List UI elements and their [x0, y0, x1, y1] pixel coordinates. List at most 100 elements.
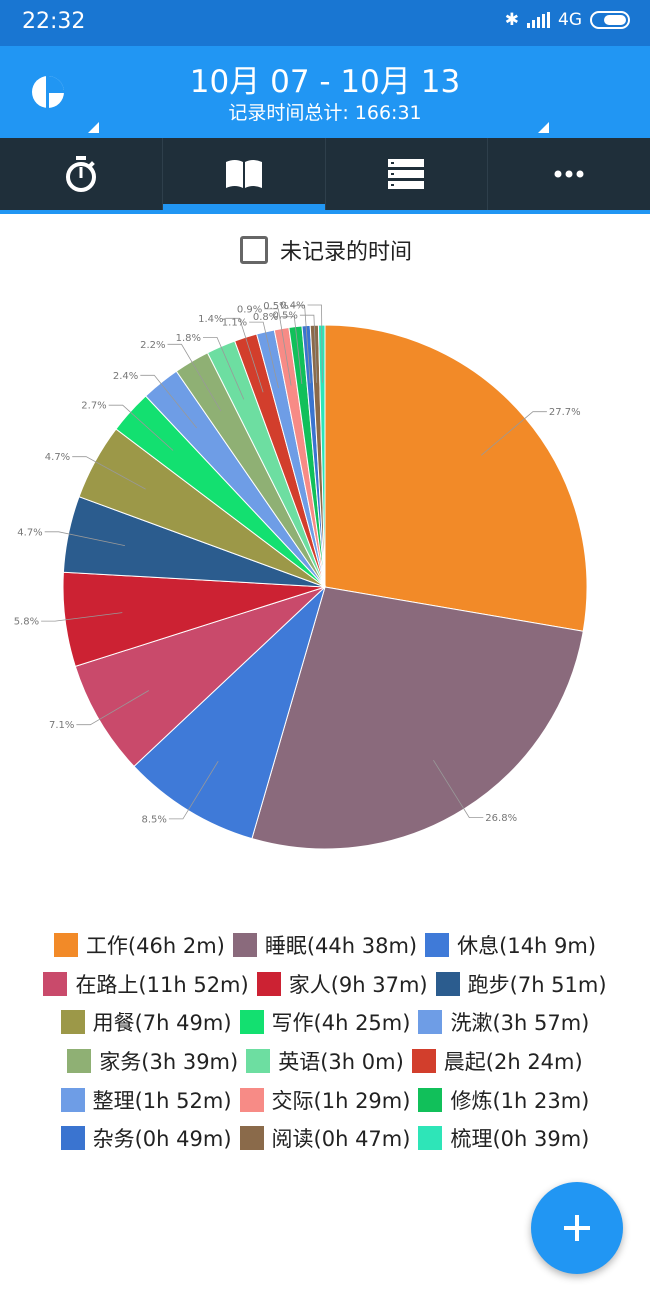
slice-percent-label: 2.7% [81, 401, 106, 412]
legend-label: 梳理(0h 39m) [450, 1127, 590, 1152]
legend-swatch [239, 1126, 264, 1151]
slice-percent-label: 2.2% [140, 340, 165, 351]
network-type: 4G [558, 10, 582, 30]
legend-swatch [256, 971, 281, 996]
legend-label: 工作(46h 2m) [85, 934, 225, 959]
legend-swatch [67, 1049, 92, 1074]
app-header: 10月 07 - 10月 13 记录时间总计: 166:31 [0, 46, 650, 138]
legend-item[interactable]: 晨起(2h 24m) [411, 1046, 583, 1076]
slice-leader-line [433, 759, 484, 818]
legend-label: 修炼(1h 23m) [450, 1088, 590, 1113]
slice-leader-line [225, 317, 264, 393]
legend-swatch [53, 933, 78, 958]
stopwatch-icon [65, 156, 96, 192]
legend-swatch [418, 1126, 443, 1151]
legend-swatch [60, 1087, 85, 1112]
slice-percent-label: 4.7% [45, 452, 70, 463]
add-record-button[interactable] [531, 1182, 623, 1274]
slice-leader-line [290, 305, 311, 384]
date-corner-indicator [538, 122, 549, 133]
unrecorded-time-checkbox[interactable] [240, 236, 268, 264]
slice-percent-label: 5.8% [14, 617, 39, 628]
legend-row: 工作(46h 2m) 睡眠(44h 38m) 休息(14h 9m) [0, 926, 650, 965]
legend-item[interactable]: 休息(14h 9m) [425, 930, 596, 960]
tab-underline [0, 210, 650, 214]
legend-item[interactable]: 写作(4h 25m) [239, 1007, 410, 1037]
legend-item[interactable]: 阅读(0h 47m) [239, 1123, 411, 1153]
legend-item[interactable]: 交际(1h 29m) [239, 1085, 411, 1115]
legend-swatch [411, 1049, 436, 1074]
slice-percent-label: 26.8% [485, 813, 517, 824]
legend-row: 杂务(0h 49m) 阅读(0h 47m) 梳理(0h 39m) [0, 1119, 650, 1158]
legend-row: 家务(3h 39m) 英语(3h 0m) 晨起(2h 24m) [0, 1042, 650, 1081]
slice-percent-label: 4.7% [17, 527, 42, 538]
battery-icon [590, 11, 630, 29]
slice-leader-line [280, 316, 303, 384]
slice-leader-line [76, 690, 150, 726]
legend-item[interactable]: 跑步(7h 51m) [435, 969, 607, 999]
legend-label: 用餐(7h 49m) [92, 1011, 232, 1036]
slice-leader-line [264, 308, 292, 386]
date-range[interactable]: 10月 07 - 10月 13 [189, 64, 461, 100]
slice-percent-label: 1.8% [176, 333, 201, 344]
legend-label: 杂务(0h 49m) [92, 1127, 232, 1152]
legend-label: 阅读(0h 47m) [271, 1127, 411, 1152]
legend-label: 在路上(11h 52m) [75, 972, 249, 997]
legend-item[interactable]: 梳理(0h 39m) [418, 1123, 589, 1153]
unrecorded-time-toggle[interactable]: 未记录的时间 [240, 234, 412, 266]
more-icon [554, 170, 584, 178]
legend-swatch [435, 971, 460, 996]
legend-item[interactable]: 睡眠(44h 38m) [232, 930, 417, 960]
bluetooth-icon: ✱ [504, 10, 519, 30]
total-recorded-time: 记录时间总计: 166:31 [228, 102, 422, 124]
legend-row: 在路上(11h 52m) 家人(9h 37m) 跑步(7h 51m) [0, 965, 650, 1004]
unrecorded-time-label: 未记录的时间 [280, 240, 413, 265]
slice-leader-line [44, 531, 125, 546]
legend-swatch [232, 933, 257, 958]
pie-slice[interactable] [324, 324, 588, 632]
legend-swatch [418, 1010, 443, 1035]
tab-timer[interactable] [0, 138, 163, 210]
slice-leader-line [203, 337, 245, 400]
legend-label: 整理(1h 52m) [92, 1088, 232, 1113]
book-icon [225, 160, 262, 188]
legend-label: 休息(14h 9m) [457, 934, 597, 959]
legend-item[interactable]: 整理(1h 52m) [60, 1085, 232, 1115]
plus-icon [564, 1215, 590, 1241]
legend-label: 家人(9h 37m) [288, 972, 428, 997]
legend-item[interactable]: 英语(3h 0m) [246, 1046, 404, 1076]
legend-item[interactable]: 在路上(11h 52m) [43, 969, 249, 999]
slice-percent-label: 0.5% [272, 311, 297, 322]
time-distribution-pie-chart[interactable]: 27.7% 26.8% 8.5% 7.1% 5.8% 4.7% 4.7% 2.7% 2.4% 2.… [0, 280, 650, 880]
legend-label: 英语(3h 0m) [278, 1050, 404, 1075]
slice-leader-line [168, 760, 219, 820]
legend-item[interactable]: 家人(9h 37m) [256, 969, 428, 999]
tab-more[interactable] [488, 138, 650, 210]
legend-label: 洗漱(3h 57m) [450, 1011, 590, 1036]
tab-records[interactable] [162, 138, 326, 210]
slice-leader-line [167, 343, 222, 412]
slice-percent-label: 7.1% [49, 720, 74, 731]
legend-item[interactable]: 工作(46h 2m) [53, 930, 225, 960]
legend-item[interactable]: 杂务(0h 49m) [60, 1123, 232, 1153]
app-logo-icon[interactable] [30, 74, 66, 110]
legend-row: 用餐(7h 49m) 写作(4h 25m) 洗漱(3h 57m) [0, 1003, 650, 1042]
legend-swatch [418, 1087, 443, 1112]
tab-bar [0, 138, 650, 210]
slice-percent-label: 1.1% [222, 318, 247, 329]
slice-percent-label: 0.4% [280, 301, 305, 312]
legend-swatch [60, 1010, 85, 1035]
signal-icon [527, 12, 550, 28]
tab-list[interactable] [326, 138, 489, 210]
status-icons: ✱ 4G [505, 10, 630, 30]
slice-leader-line [108, 404, 174, 451]
legend-item[interactable]: 修炼(1h 23m) [418, 1085, 589, 1115]
legend-label: 交际(1h 29m) [271, 1088, 411, 1113]
legend-item[interactable]: 家务(3h 39m) [67, 1046, 238, 1076]
legend-item[interactable]: 洗漱(3h 57m) [418, 1007, 589, 1037]
legend-item[interactable]: 用餐(7h 49m) [60, 1007, 232, 1037]
legend-swatch [246, 1049, 271, 1074]
slice-leader-line [140, 374, 198, 429]
legend-swatch [239, 1087, 264, 1112]
slice-percent-label: 27.7% [549, 407, 581, 418]
